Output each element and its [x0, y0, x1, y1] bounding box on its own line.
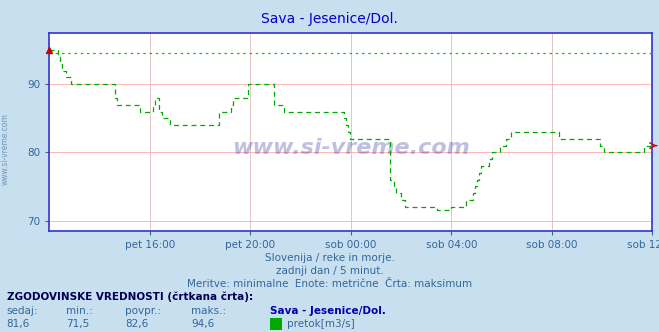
Text: pretok[m3/s]: pretok[m3/s] [287, 319, 355, 329]
Text: 82,6: 82,6 [125, 319, 148, 329]
Text: 94,6: 94,6 [191, 319, 214, 329]
Text: sedaj:: sedaj: [7, 306, 38, 316]
Text: zadnji dan / 5 minut.: zadnji dan / 5 minut. [275, 266, 384, 276]
Text: povpr.:: povpr.: [125, 306, 161, 316]
Text: maks.:: maks.: [191, 306, 226, 316]
Text: 71,5: 71,5 [66, 319, 89, 329]
Text: www.si-vreme.com: www.si-vreme.com [1, 114, 10, 185]
Text: Sava - Jesenice/Dol.: Sava - Jesenice/Dol. [261, 12, 398, 26]
Text: 81,6: 81,6 [7, 319, 30, 329]
Text: Meritve: minimalne  Enote: metrične  Črta: maksimum: Meritve: minimalne Enote: metrične Črta:… [187, 279, 472, 289]
Text: www.si-vreme.com: www.si-vreme.com [232, 138, 470, 158]
Text: min.:: min.: [66, 306, 93, 316]
Text: ZGODOVINSKE VREDNOSTI (črtkana črta):: ZGODOVINSKE VREDNOSTI (črtkana črta): [7, 292, 252, 302]
Text: Sava - Jesenice/Dol.: Sava - Jesenice/Dol. [270, 306, 386, 316]
Text: Slovenija / reke in morje.: Slovenija / reke in morje. [264, 253, 395, 263]
